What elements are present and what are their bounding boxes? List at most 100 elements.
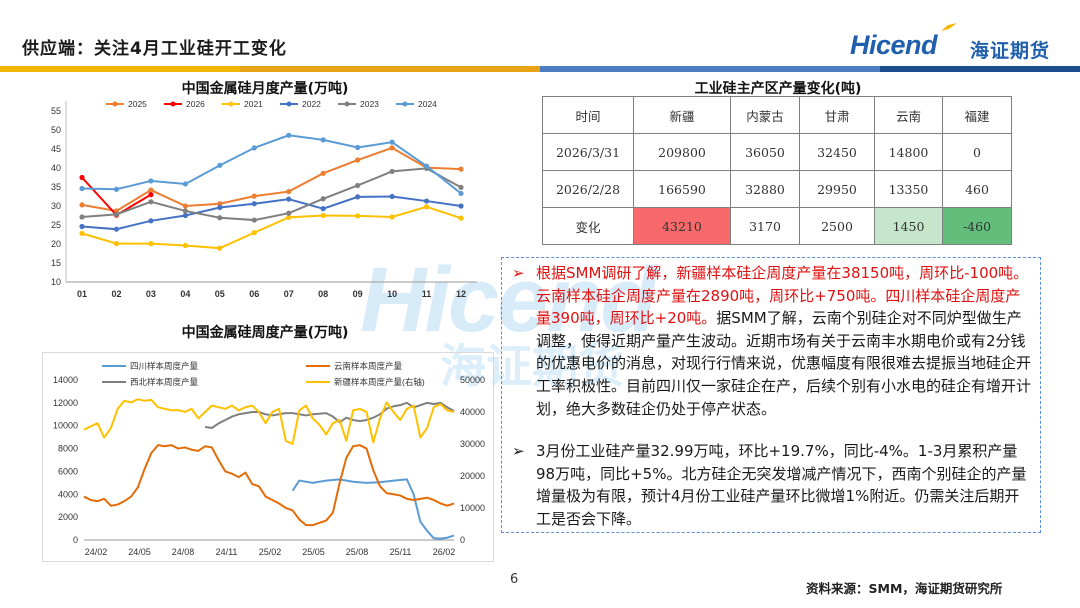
table-row-change: 变化 43210 3170 2500 1450 -460 — [542, 207, 1012, 245]
series-line-2021 — [81, 205, 462, 250]
legend-label: 2022 — [302, 99, 321, 109]
header-bar-navy — [880, 66, 1080, 72]
y-right-tick-label: 40000 — [460, 407, 485, 417]
x-tick-label: 25/11 — [390, 547, 412, 557]
x-tick-label: 07 — [284, 289, 294, 299]
y-left-tick-label: 4000 — [58, 489, 78, 499]
legend-marker — [344, 101, 350, 107]
series-line — [291, 478, 455, 540]
y-tick-label: 35 — [51, 182, 61, 192]
legend-marker — [286, 101, 292, 107]
legend-marker — [402, 101, 408, 107]
x-tick-label: 25/02 — [259, 547, 282, 557]
y-tick-label: 15 — [51, 258, 61, 268]
header-fujian: 福建 — [942, 96, 1012, 134]
x-tick-label: 06 — [249, 289, 259, 299]
cell: 36050 — [730, 133, 800, 171]
y-right-tick-label: 30000 — [460, 439, 485, 449]
data-point — [182, 203, 188, 209]
data-point — [79, 174, 85, 181]
legend-label: 云南样本周度产量 — [334, 361, 403, 371]
data-point — [217, 162, 223, 168]
y-tick-label: 30 — [51, 201, 61, 211]
header-bar-blue — [540, 66, 880, 72]
x-tick-label: 24/08 — [172, 547, 195, 557]
series-line-2022 — [81, 195, 462, 231]
legend-label: 2023 — [360, 99, 379, 109]
arrow-icon: ➢ — [512, 442, 525, 460]
table-row: 2026/3/31 209800 36050 32450 14800 0 — [542, 133, 1012, 171]
page-number: 6 — [510, 572, 519, 587]
legend-marker — [228, 101, 234, 107]
weekly-chart-title: 中国金属硅周度产量(万吨) — [181, 325, 349, 341]
header-time: 时间 — [542, 96, 634, 134]
data-point — [355, 182, 361, 189]
watermark-cn: 海证期货 — [440, 339, 624, 393]
cell: 166590 — [633, 170, 731, 208]
data-point — [113, 241, 120, 247]
legend-label: 四川样本周度产量 — [130, 361, 199, 371]
arrow-icon: ➢ — [512, 264, 525, 282]
y-right-tick-label: 20000 — [460, 471, 485, 481]
legend-marker — [170, 101, 176, 107]
data-point — [251, 217, 257, 223]
cell-change-xinjiang: 43210 — [633, 207, 731, 245]
series-line — [83, 398, 455, 445]
table-title: 工业硅主产区产量变化(吨) — [694, 81, 862, 97]
x-tick-label: 11 — [422, 289, 432, 299]
header-neimenggu: 内蒙古 — [730, 96, 800, 134]
data-point — [355, 213, 361, 219]
note-1-text: 据SMM了解，云南个别硅企对不同炉型做生产调整，使得近期产量产生波动。近期市场有… — [536, 309, 1032, 418]
header-bar-yellow — [0, 66, 240, 72]
data-point — [182, 208, 188, 214]
data-point — [217, 215, 223, 221]
header-bar-orange — [240, 66, 540, 72]
y-right-tick-label: 10000 — [460, 503, 485, 513]
cell: 变化 — [542, 207, 634, 245]
data-point — [286, 214, 292, 220]
header-xinjiang: 新疆 — [633, 96, 731, 134]
data-point — [286, 188, 292, 195]
y-right-tick-label: 50000 — [460, 375, 485, 385]
source-note: 资料来源：SMM，海证期货研究所 — [806, 581, 1003, 596]
data-point — [113, 211, 120, 217]
x-tick-label: 25/08 — [346, 547, 369, 557]
y-tick-label: 55 — [51, 106, 61, 116]
x-tick-label: 24/11 — [216, 547, 238, 557]
table-header-row: 时间 新疆 内蒙古 甘肃 云南 福建 — [542, 96, 1012, 134]
cell: 32450 — [799, 133, 875, 171]
y-tick-label: 20 — [51, 239, 61, 249]
data-point — [320, 137, 326, 143]
data-point — [148, 199, 154, 205]
note-bullet-1: ➢ 根据SMM调研了解，新疆样本硅企周度产量在38150吨，周环比-100吨。云… — [512, 262, 1032, 420]
logo-swoosh-icon — [941, 23, 957, 31]
cell: 29950 — [799, 170, 875, 208]
data-point — [79, 223, 85, 230]
production-table: 时间 新疆 内蒙古 甘肃 云南 福建 2026/3/31 209800 3605… — [542, 96, 1012, 245]
data-point — [423, 198, 430, 204]
x-tick-label: 05 — [215, 289, 225, 299]
data-point — [458, 203, 464, 209]
data-point — [182, 242, 188, 249]
data-point — [320, 212, 326, 219]
data-point — [217, 201, 223, 207]
data-point — [389, 139, 395, 145]
data-point — [320, 196, 326, 202]
logo-cn-text: 海证期货 — [970, 40, 1051, 62]
data-point — [148, 241, 154, 247]
cell: 2500 — [799, 207, 875, 245]
chart-frame — [42, 352, 494, 562]
data-point — [79, 185, 85, 192]
legend-label: 2026 — [186, 99, 205, 109]
legend-label: 2021 — [244, 99, 263, 109]
data-point — [320, 206, 326, 212]
data-point — [148, 178, 154, 184]
monthly-chart-title: 中国金属硅月度产量(万吨) — [181, 81, 349, 97]
data-point — [182, 212, 188, 219]
header-yunnan: 云南 — [874, 96, 943, 134]
y-left-tick-label: 0 — [73, 535, 78, 545]
data-point — [148, 218, 154, 224]
y-tick-label: 45 — [51, 144, 61, 154]
data-point — [251, 230, 257, 236]
data-point — [355, 157, 361, 163]
